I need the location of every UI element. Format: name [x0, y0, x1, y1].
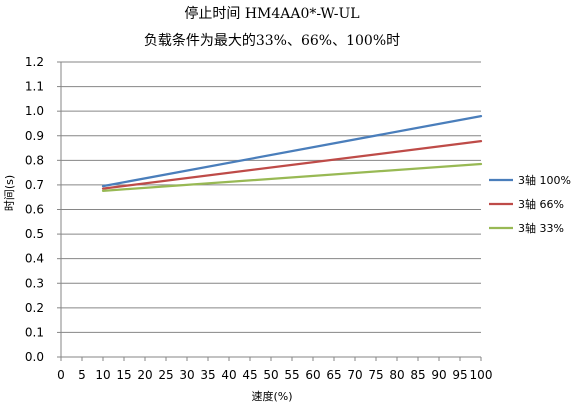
x-tick-label: 75: [368, 368, 383, 382]
x-tick-label: 65: [326, 368, 341, 382]
y-tick-label: 0.7: [25, 178, 44, 192]
y-tick-label: 0.6: [25, 203, 44, 217]
legend-label-2: 3轴 66%: [518, 197, 564, 211]
y-tick-label: 0.9: [25, 129, 44, 143]
y-tick-label: 1.1: [25, 80, 44, 94]
y-tick-label: 1.0: [25, 104, 44, 118]
x-tick-label: 45: [242, 368, 257, 382]
legend-label-3: 3轴 33%: [518, 221, 564, 235]
x-axis-tick-labels: 0 5 10 15 20 25 30 35 40 45 50 55 60 65 70 75 80 85 90 95 10…: [57, 368, 492, 382]
x-tick-label: 55: [284, 368, 299, 382]
y-tick-label: 1.2: [25, 55, 44, 69]
x-tick-label: 35: [200, 368, 215, 382]
x-tick-label: 5: [78, 368, 86, 382]
series-line-3: [101, 162, 483, 192]
x-tick-label: 25: [158, 368, 173, 382]
x-tick-label: 10: [95, 368, 110, 382]
x-tick-label: 15: [116, 368, 131, 382]
x-tick-label: 50: [263, 368, 278, 382]
x-tick-label: 85: [410, 368, 425, 382]
y-tick-label: 0.1: [25, 325, 44, 339]
x-tick-label: 90: [431, 368, 446, 382]
x-tick-label: 20: [137, 368, 152, 382]
x-tick-label: 0: [57, 368, 65, 382]
legend-label-1: 3轴 100%: [518, 173, 571, 187]
x-tick-label: 30: [179, 368, 194, 382]
y-tick-label: 0.4: [25, 252, 44, 266]
y-tick-label: 0.3: [25, 276, 44, 290]
x-tick-label: 100: [470, 368, 493, 382]
x-tick-label: 95: [452, 368, 467, 382]
series-line-1: [101, 114, 483, 188]
y-axis-tick-labels: 0.0 0.1 0.2 0.3 0.4 0.5 0.6 0.7 0.8 0.9 1.0 1.1 1.2: [25, 55, 44, 364]
series-line-2: [101, 140, 483, 190]
y-axis-title: 时间(s): [3, 175, 16, 211]
y-tick-label: 0.5: [25, 227, 44, 241]
y-tick-label: 0.0: [25, 350, 44, 364]
y-tick-label: 0.8: [25, 153, 44, 167]
chart-title: 停止时间 HM4AA0*-W-UL: [184, 5, 359, 22]
x-tick-label: 40: [221, 368, 236, 382]
chart-subtitle: 负载条件为最大的33%、66%、100%时: [144, 32, 400, 49]
x-tick-label: 60: [305, 368, 320, 382]
x-tick-label: 70: [347, 368, 362, 382]
plot-series: [101, 114, 483, 192]
y-tick-label: 0.2: [25, 301, 44, 315]
legend: 3轴 100% 3轴 66% 3轴 33%: [489, 173, 571, 235]
x-axis-title: 速度(%): [251, 389, 292, 403]
x-tick-label: 80: [389, 368, 404, 382]
gridlines: [57, 61, 482, 361]
